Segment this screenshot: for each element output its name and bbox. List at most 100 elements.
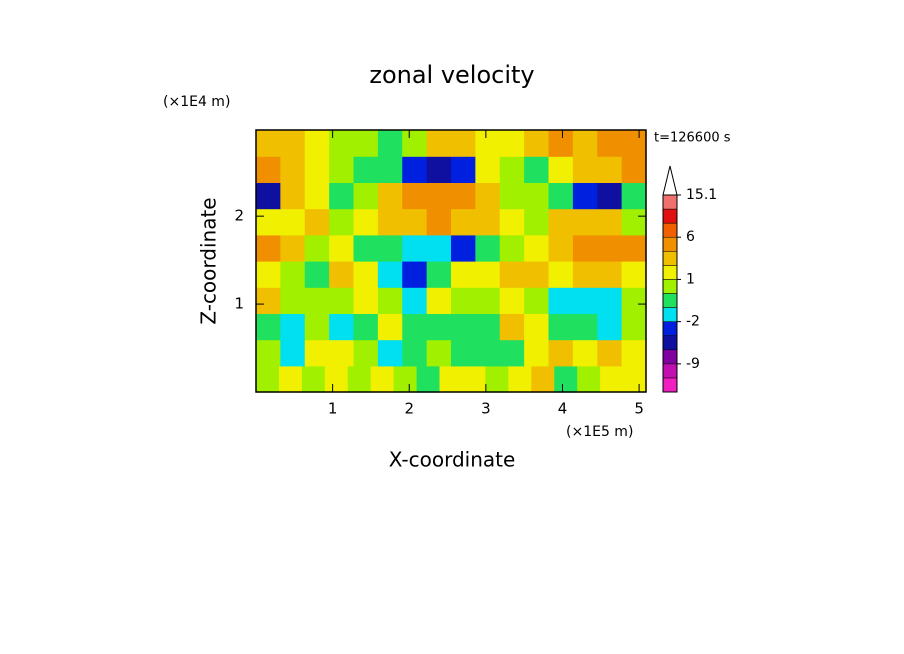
field-cell (475, 313, 501, 341)
x-tick-label: 2 (404, 400, 414, 418)
field-cell (304, 130, 330, 157)
field-cell (621, 339, 647, 367)
field-cell (256, 208, 281, 236)
field-cell (524, 339, 550, 367)
colorbar-label: 1 (686, 271, 695, 287)
field-cell (572, 130, 598, 157)
field-cell (402, 339, 428, 367)
field-cell (621, 287, 647, 314)
field-cell (280, 130, 306, 157)
x-tick-label: 5 (634, 400, 644, 418)
field-cell (402, 156, 428, 183)
field-cell (572, 208, 598, 236)
field-cell (353, 339, 379, 367)
field-cell (402, 313, 428, 341)
colorbar-bin (662, 321, 678, 336)
colorbar-label: 15.1 (686, 187, 717, 203)
field-cell (280, 261, 306, 288)
field-cell (377, 287, 403, 314)
field-cell (475, 156, 501, 183)
field-cell (499, 156, 525, 183)
field-cell (451, 261, 476, 288)
field-cell (256, 313, 281, 341)
field-cell (499, 313, 525, 341)
field-cell (621, 234, 647, 262)
field-cell (280, 208, 306, 236)
colorbar-bin (662, 265, 678, 280)
y-tick-label: 1 (234, 295, 244, 313)
field-cell (402, 234, 428, 262)
x-tick-label: 4 (558, 400, 568, 418)
field-cell (280, 339, 306, 367)
field-cell (548, 130, 574, 157)
colorbar-bin (662, 236, 678, 252)
field-cell (402, 182, 428, 210)
field-cell (329, 287, 355, 314)
field-cell (353, 208, 379, 236)
field-cell (499, 234, 525, 262)
field-cell (475, 287, 501, 314)
field-cell (324, 365, 349, 393)
colorbar-label: -9 (686, 356, 700, 372)
field-cell (548, 182, 574, 210)
field-cell (329, 156, 355, 183)
field-cell (426, 287, 452, 314)
field-cell (377, 339, 403, 367)
field-cell (572, 182, 598, 210)
field-cell (572, 261, 598, 288)
x-axis-label: X-coordinate (389, 448, 516, 472)
field-cell (280, 313, 306, 341)
field-cell (439, 365, 464, 393)
field-cell (329, 130, 355, 157)
field-cell (524, 234, 550, 262)
field-cell (377, 156, 403, 183)
field-cell (597, 130, 623, 157)
colorbar-bin (662, 293, 678, 308)
field-cell (304, 261, 330, 288)
field-cell (475, 261, 501, 288)
field-cell (508, 365, 532, 393)
field-cell (256, 182, 281, 210)
colorbar-bin (662, 194, 678, 210)
field-cell (524, 156, 550, 183)
field-cell (524, 208, 550, 236)
field-cell (597, 313, 623, 341)
field-cell (304, 339, 330, 367)
field-cell (623, 365, 647, 393)
field-cell (329, 208, 355, 236)
field-cell (377, 130, 403, 157)
y-tick-label: 2 (234, 207, 244, 225)
field-cell (256, 234, 281, 262)
field-cell (402, 261, 428, 288)
field-cell (280, 287, 306, 314)
field-cell (572, 339, 598, 367)
chart-title: zonal velocity (369, 61, 534, 89)
field-cell (554, 365, 578, 393)
field-cell (462, 365, 487, 393)
field-cell (597, 261, 623, 288)
field-cell (572, 156, 598, 183)
field-cell (621, 261, 647, 288)
field-cell (426, 339, 452, 367)
field-cell (426, 261, 452, 288)
field-cell (548, 208, 574, 236)
field-cell (451, 156, 476, 183)
field-cell (524, 313, 550, 341)
field-cell (499, 182, 525, 210)
field-cell (451, 287, 476, 314)
field-cell (280, 182, 306, 210)
field-cell (280, 156, 306, 183)
field-cell (475, 234, 501, 262)
field-cell (377, 261, 403, 288)
field-cell (353, 261, 379, 288)
field-cell (370, 365, 395, 393)
field-cell (475, 130, 501, 157)
field-cell (597, 234, 623, 262)
field-cell (451, 313, 476, 341)
field-cell (621, 156, 647, 183)
field-cell (329, 182, 355, 210)
field-cell (499, 208, 525, 236)
colorbar-bin (662, 335, 678, 351)
field-cell (597, 156, 623, 183)
